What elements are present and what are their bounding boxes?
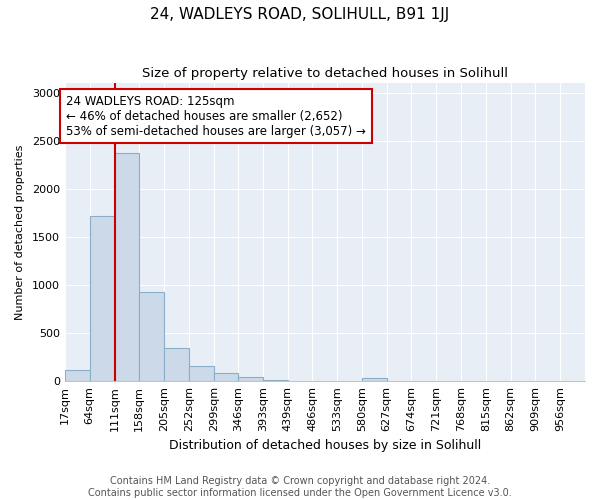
- Y-axis label: Number of detached properties: Number of detached properties: [15, 144, 25, 320]
- Bar: [362, 378, 386, 381]
- Bar: [115, 154, 139, 381]
- Bar: [90, 216, 115, 381]
- Bar: [139, 292, 164, 381]
- Bar: [164, 348, 189, 381]
- Bar: [65, 370, 90, 381]
- Text: 24, WADLEYS ROAD, SOLIHULL, B91 1JJ: 24, WADLEYS ROAD, SOLIHULL, B91 1JJ: [151, 8, 449, 22]
- Text: 24 WADLEYS ROAD: 125sqm
← 46% of detached houses are smaller (2,652)
53% of semi: 24 WADLEYS ROAD: 125sqm ← 46% of detache…: [66, 94, 366, 138]
- Title: Size of property relative to detached houses in Solihull: Size of property relative to detached ho…: [142, 68, 508, 80]
- Bar: [189, 366, 214, 381]
- X-axis label: Distribution of detached houses by size in Solihull: Distribution of detached houses by size …: [169, 440, 481, 452]
- Bar: [214, 374, 238, 381]
- Bar: [238, 377, 263, 381]
- Text: Contains HM Land Registry data © Crown copyright and database right 2024.
Contai: Contains HM Land Registry data © Crown c…: [88, 476, 512, 498]
- Bar: [263, 380, 288, 381]
